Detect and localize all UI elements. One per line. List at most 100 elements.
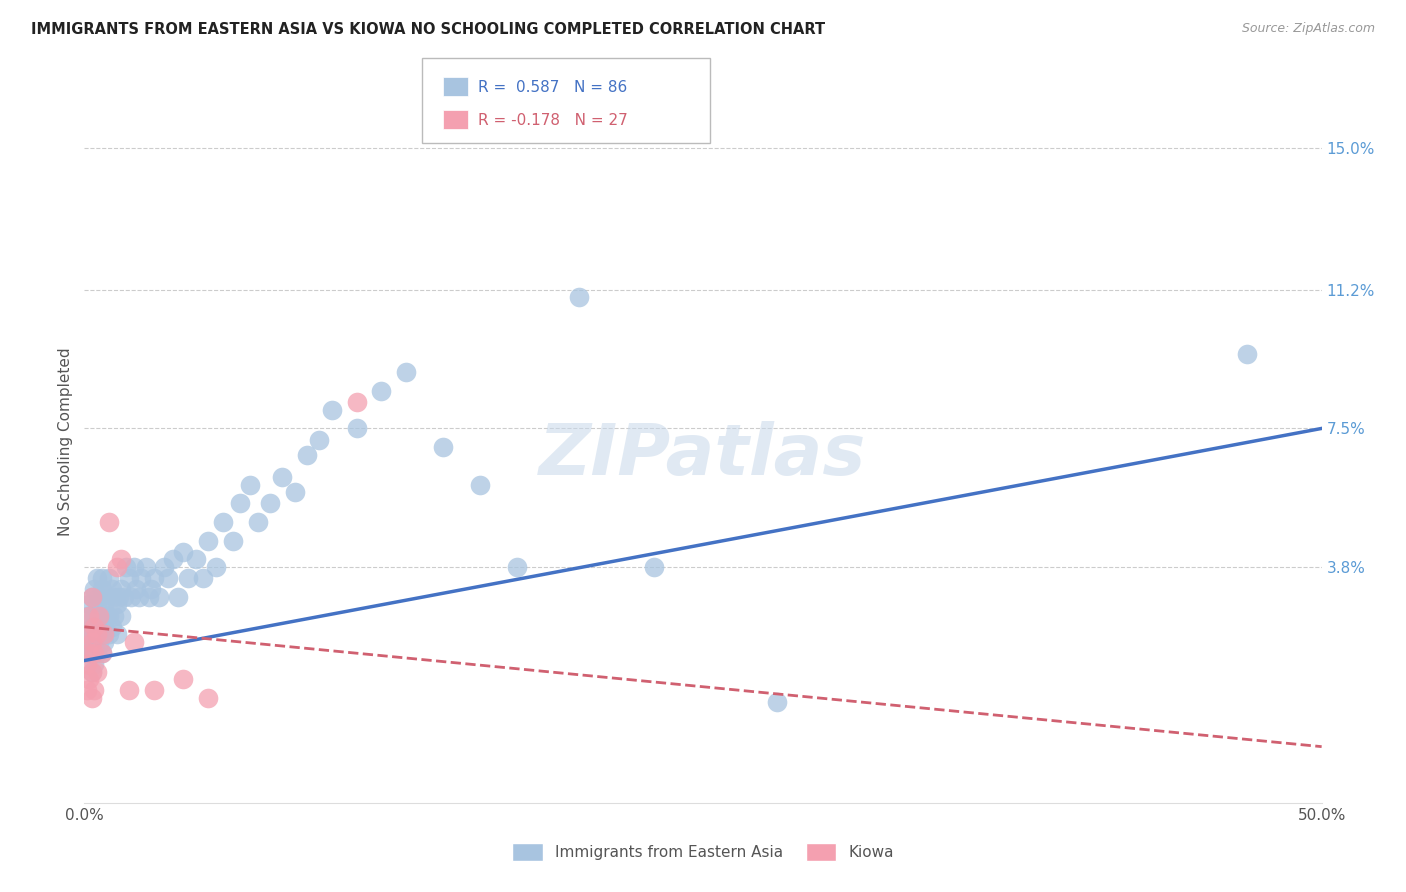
Point (395, 365, 418, 379)
Point (184, 552, 207, 566)
Point (112, 590, 135, 604)
Point (90, 627, 112, 641)
Point (76, 635, 98, 649)
Point (83, 620, 105, 634)
Point (76, 657, 98, 672)
Point (76, 627, 98, 641)
Point (346, 421, 368, 435)
Point (284, 485, 307, 500)
Point (98, 627, 121, 641)
Point (90, 646, 112, 660)
Point (125, 582, 148, 597)
Point (83, 608, 105, 623)
Text: R =  0.587   N = 86: R = 0.587 N = 86 (478, 80, 627, 95)
Point (259, 496, 281, 510)
Point (100, 620, 122, 634)
Point (470, 477, 492, 491)
Point (129, 571, 152, 585)
Point (89, 635, 111, 649)
Point (246, 515, 269, 529)
Point (86, 665, 108, 679)
Point (110, 608, 132, 623)
Point (135, 560, 157, 574)
Point (98, 571, 121, 585)
Point (108, 590, 131, 604)
Point (138, 590, 160, 604)
Point (83, 646, 105, 660)
Point (79, 598, 101, 612)
Point (1236, 346, 1258, 360)
Point (80, 590, 103, 604)
Point (83, 635, 105, 649)
Point (93, 627, 115, 641)
Point (80, 620, 103, 634)
Point (83, 657, 105, 672)
Point (118, 683, 141, 698)
Point (212, 515, 235, 529)
Text: ZIPatlas: ZIPatlas (540, 422, 866, 491)
Point (93, 598, 115, 612)
Point (110, 582, 132, 597)
Point (103, 608, 125, 623)
Point (148, 590, 170, 604)
Point (271, 470, 294, 484)
Point (93, 635, 115, 649)
Text: Source: ZipAtlas.com: Source: ZipAtlas.com (1241, 22, 1375, 36)
Point (191, 571, 214, 585)
Point (766, 695, 789, 709)
Point (103, 590, 125, 604)
Point (142, 683, 165, 698)
Point (432, 440, 454, 454)
Point (100, 582, 122, 597)
Legend: Immigrants from Eastern Asia, Kiowa: Immigrants from Eastern Asia, Kiowa (506, 837, 900, 867)
Point (506, 560, 529, 574)
Point (79, 646, 101, 660)
Point (115, 560, 138, 574)
Point (83, 683, 105, 698)
Point (90, 646, 112, 660)
Point (86, 627, 108, 641)
Point (177, 571, 200, 585)
Point (80, 590, 103, 604)
Point (98, 608, 121, 623)
Point (370, 384, 392, 398)
Point (86, 627, 108, 641)
Point (79, 673, 101, 687)
Y-axis label: No Schooling Completed: No Schooling Completed (58, 347, 73, 536)
Point (89, 620, 111, 634)
Point (86, 571, 108, 585)
Point (239, 477, 262, 491)
Point (295, 448, 318, 462)
Point (90, 608, 112, 623)
Point (167, 590, 190, 604)
Point (643, 560, 665, 574)
Point (118, 571, 141, 585)
Text: R = -0.178   N = 27: R = -0.178 N = 27 (478, 113, 628, 128)
Point (157, 571, 180, 585)
Point (93, 620, 115, 634)
Point (83, 582, 105, 597)
Point (89, 590, 111, 604)
Point (89, 608, 111, 623)
Point (172, 673, 194, 687)
Point (79, 608, 101, 623)
Point (172, 545, 194, 559)
Point (79, 627, 101, 641)
Point (86, 598, 108, 612)
Point (80, 665, 103, 679)
Point (321, 402, 343, 417)
Point (568, 290, 591, 304)
Text: IMMIGRANTS FROM EASTERN ASIA VS KIOWA NO SCHOOLING COMPLETED CORRELATION CHART: IMMIGRANTS FROM EASTERN ASIA VS KIOWA NO… (31, 22, 825, 37)
Point (90, 571, 112, 585)
Point (80, 690, 103, 705)
Point (346, 395, 368, 409)
Point (152, 560, 174, 574)
Point (128, 590, 150, 604)
Point (122, 635, 145, 649)
Point (197, 533, 219, 548)
Point (120, 590, 142, 604)
Point (96, 608, 118, 623)
Point (229, 496, 252, 510)
Point (105, 560, 128, 574)
Point (96, 590, 118, 604)
